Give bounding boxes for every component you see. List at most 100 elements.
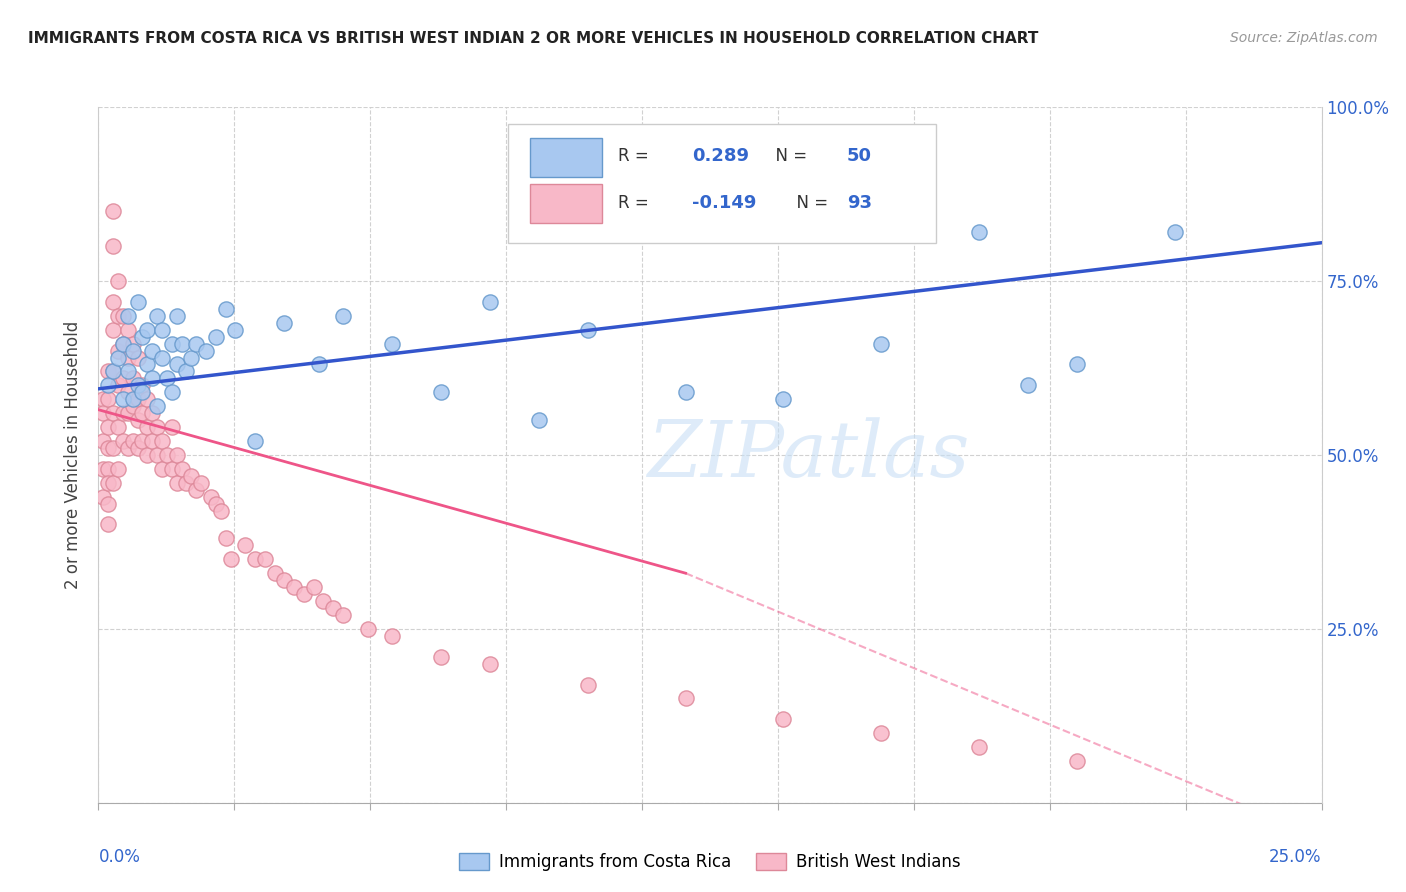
Point bbox=[205, 497, 228, 511]
Point bbox=[273, 573, 295, 587]
Point bbox=[273, 316, 295, 330]
Point bbox=[166, 358, 188, 372]
Point bbox=[176, 475, 198, 490]
Point bbox=[166, 309, 188, 323]
Point bbox=[97, 364, 120, 378]
Point bbox=[263, 566, 285, 581]
Point bbox=[186, 336, 208, 351]
Point bbox=[527, 413, 550, 427]
Point bbox=[430, 649, 453, 664]
FancyBboxPatch shape bbox=[530, 185, 602, 223]
Point bbox=[91, 392, 114, 407]
Point bbox=[107, 462, 129, 476]
Point bbox=[97, 441, 120, 455]
Point bbox=[107, 274, 129, 288]
Point bbox=[200, 490, 222, 504]
Text: 50: 50 bbox=[846, 147, 872, 165]
Point bbox=[146, 399, 169, 413]
Point bbox=[170, 462, 193, 476]
Point bbox=[870, 336, 893, 351]
Point bbox=[107, 351, 129, 365]
Point bbox=[243, 434, 266, 448]
Point bbox=[150, 351, 173, 365]
Point bbox=[1017, 378, 1039, 392]
Point bbox=[107, 309, 129, 323]
Point bbox=[121, 343, 143, 358]
Point bbox=[190, 475, 212, 490]
Point bbox=[180, 351, 202, 365]
Point bbox=[121, 371, 143, 385]
Point bbox=[127, 392, 149, 407]
Point bbox=[97, 462, 120, 476]
Point bbox=[107, 378, 129, 392]
Text: 93: 93 bbox=[846, 194, 872, 212]
Point bbox=[170, 336, 193, 351]
Point bbox=[150, 323, 173, 337]
Point bbox=[141, 343, 163, 358]
Point bbox=[101, 364, 124, 378]
Point bbox=[1164, 225, 1187, 239]
Text: Source: ZipAtlas.com: Source: ZipAtlas.com bbox=[1230, 31, 1378, 45]
Point bbox=[675, 691, 697, 706]
Point bbox=[870, 726, 893, 740]
Point bbox=[101, 239, 124, 253]
Point bbox=[117, 309, 139, 323]
Point bbox=[97, 378, 120, 392]
Point bbox=[214, 532, 236, 546]
Point bbox=[381, 336, 404, 351]
Point bbox=[136, 448, 159, 462]
Point bbox=[97, 475, 120, 490]
Point bbox=[91, 434, 114, 448]
Text: -0.149: -0.149 bbox=[692, 194, 756, 212]
Point bbox=[91, 406, 114, 420]
Point bbox=[97, 517, 120, 532]
Point bbox=[131, 406, 153, 420]
Point bbox=[101, 204, 124, 219]
Point bbox=[1066, 754, 1088, 768]
Point bbox=[166, 448, 188, 462]
Point bbox=[772, 712, 794, 726]
Point bbox=[101, 294, 124, 309]
Point bbox=[243, 552, 266, 566]
Point bbox=[131, 378, 153, 392]
Point bbox=[332, 607, 354, 622]
Point bbox=[180, 468, 202, 483]
Point bbox=[131, 385, 153, 400]
Point bbox=[101, 323, 124, 337]
Point bbox=[233, 538, 256, 552]
Point bbox=[121, 399, 143, 413]
FancyBboxPatch shape bbox=[530, 137, 602, 177]
Text: 0.0%: 0.0% bbox=[98, 848, 141, 866]
Point bbox=[121, 392, 143, 407]
Point bbox=[292, 587, 315, 601]
Point bbox=[97, 497, 120, 511]
Point bbox=[136, 323, 159, 337]
FancyBboxPatch shape bbox=[508, 124, 936, 243]
Point bbox=[117, 364, 139, 378]
Point bbox=[478, 657, 501, 671]
Point bbox=[186, 483, 208, 497]
Point bbox=[121, 336, 143, 351]
Point bbox=[127, 378, 149, 392]
Text: N =: N = bbox=[765, 147, 813, 165]
Point bbox=[308, 358, 330, 372]
Point bbox=[967, 740, 990, 755]
Point bbox=[111, 309, 134, 323]
Point bbox=[131, 329, 153, 343]
Point bbox=[107, 420, 129, 434]
Point bbox=[253, 552, 276, 566]
Point bbox=[111, 434, 134, 448]
Point bbox=[156, 448, 179, 462]
Point bbox=[101, 364, 124, 378]
Text: R =: R = bbox=[619, 147, 654, 165]
Point bbox=[312, 594, 335, 608]
Point bbox=[160, 385, 183, 400]
Point bbox=[117, 406, 139, 420]
Point bbox=[111, 336, 134, 351]
Point bbox=[322, 601, 344, 615]
Point bbox=[160, 420, 183, 434]
Point bbox=[91, 490, 114, 504]
Point bbox=[205, 329, 228, 343]
Point bbox=[967, 225, 990, 239]
Point bbox=[146, 448, 169, 462]
